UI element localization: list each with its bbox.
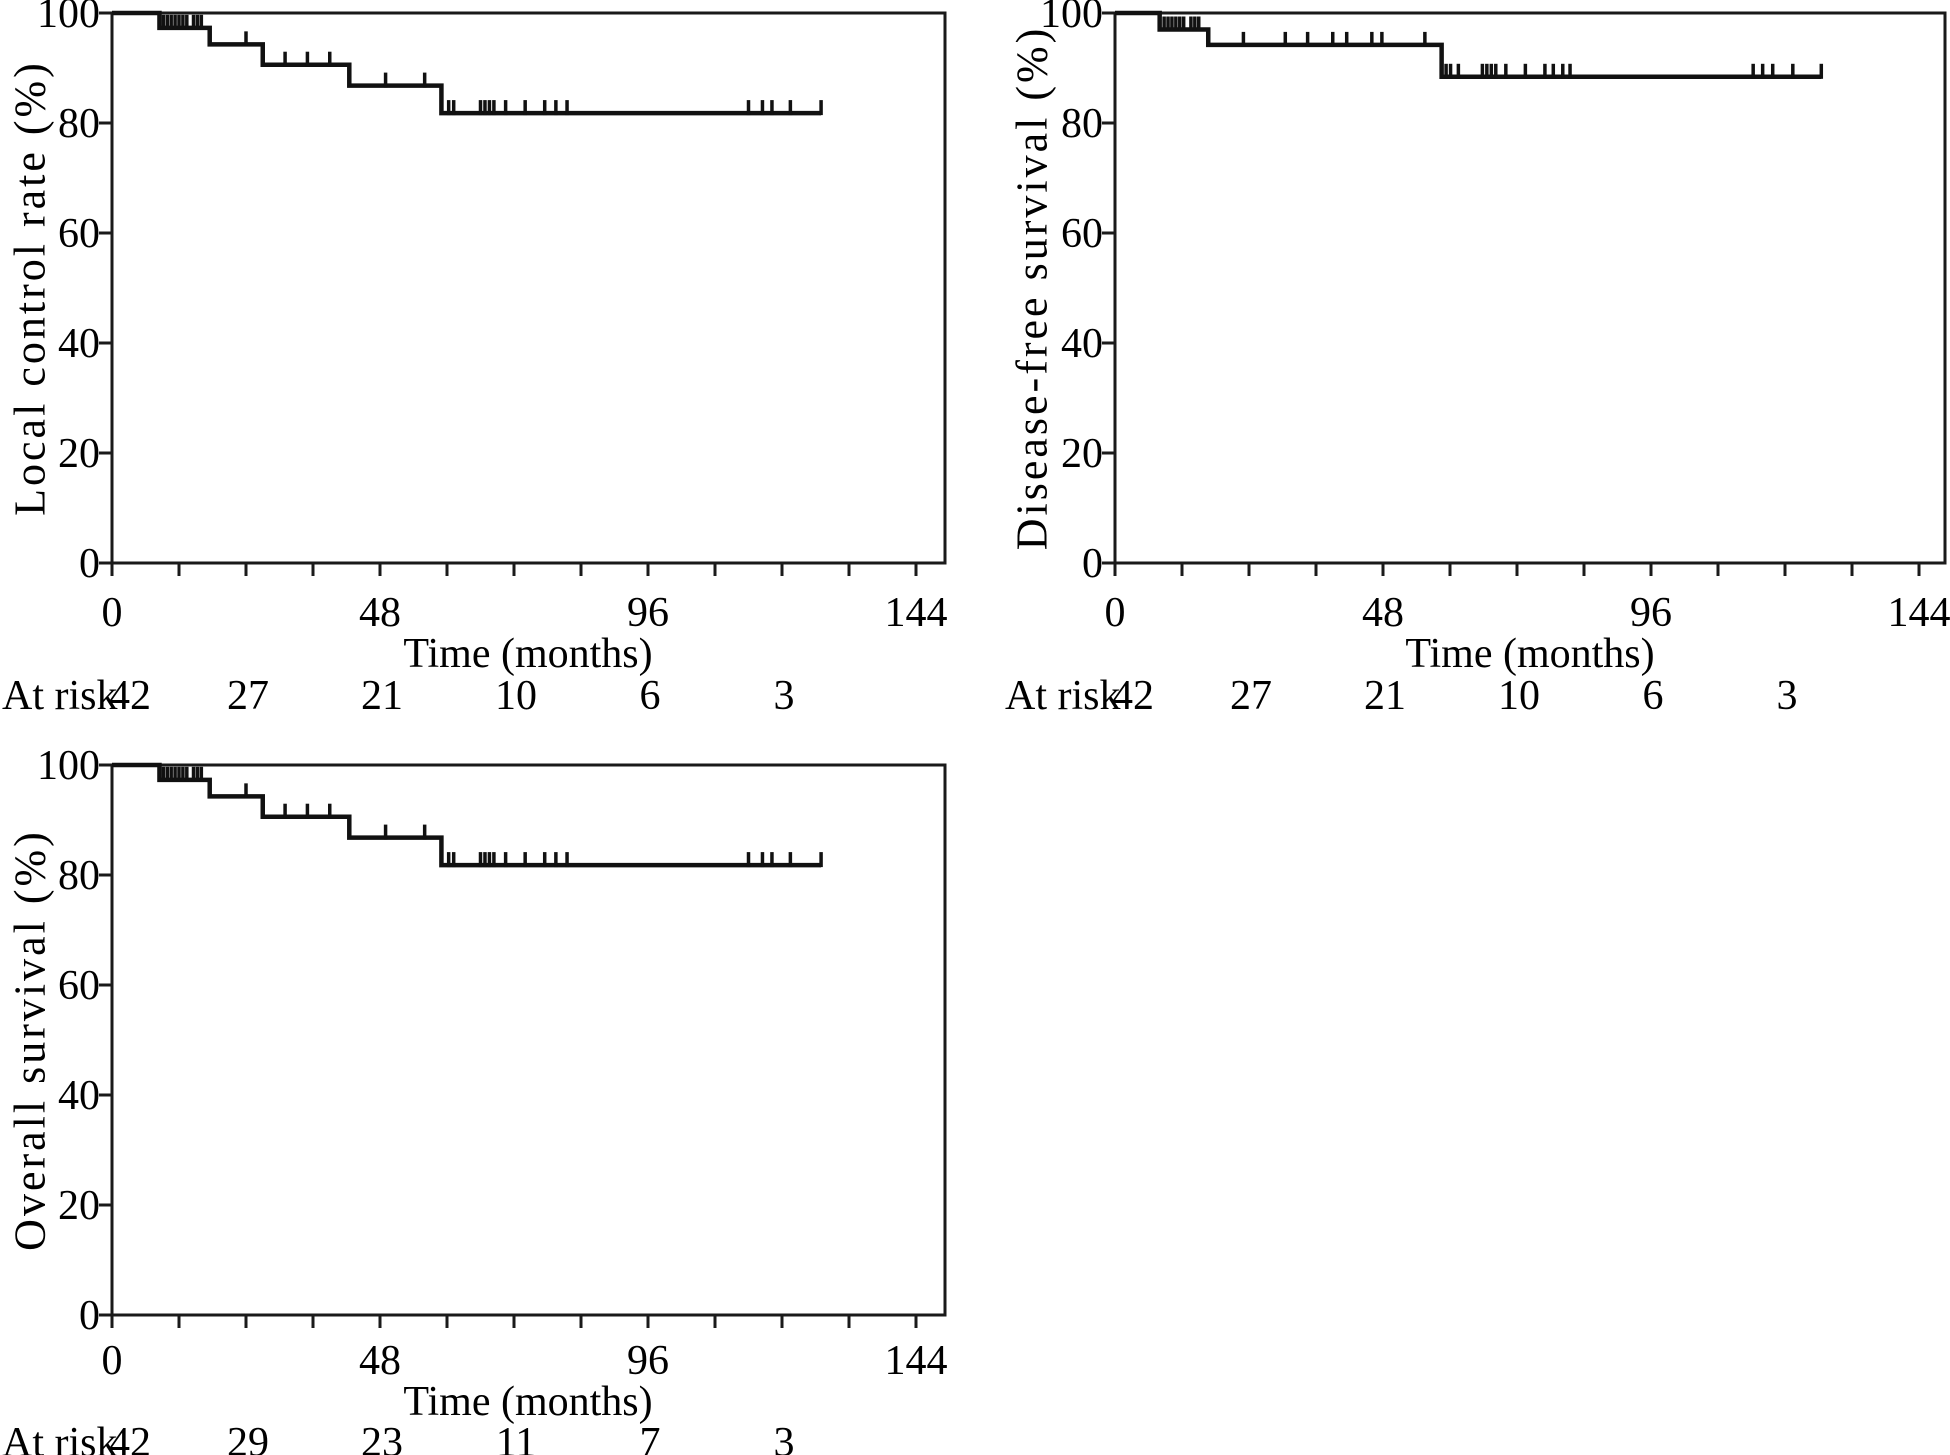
y-tick-label: 80 — [58, 101, 100, 147]
at-risk-value: 23 — [361, 1420, 403, 1455]
y-tick-label: 20 — [58, 431, 100, 477]
y-tick-label: 80 — [1061, 101, 1103, 147]
km-curve — [112, 762, 822, 868]
x-tick-label: 48 — [359, 590, 401, 636]
plot-box — [110, 11, 947, 565]
at-risk-value: 42 — [1112, 673, 1154, 719]
x-tick-label: 96 — [627, 1338, 669, 1384]
at-risk-value: 21 — [361, 673, 403, 719]
y-tick-label: 0 — [79, 541, 100, 587]
km-panel-disease-free-survival: 0 20 40 60 80 100 0 48 96 144 Time (months) Disease… — [1005, 0, 1950, 719]
at-risk-value: 27 — [1230, 673, 1272, 719]
at-risk-value: 3 — [774, 1420, 795, 1455]
y-tick-label: 40 — [58, 321, 100, 367]
km-panel-overall-survival: 0 20 40 60 80 100 0 48 96 144 Time (months) Overall… — [2, 743, 948, 1455]
x-tick-label: 0 — [102, 1338, 123, 1384]
x-axis-title: Time (months) — [403, 1379, 652, 1425]
y-tick-label: 40 — [58, 1073, 100, 1119]
y-axis-title: Overall survival (%) — [6, 829, 55, 1251]
at-risk-value: 3 — [774, 673, 795, 719]
y-tick-label: 100 — [37, 743, 100, 789]
x-tick-label: 0 — [102, 590, 123, 636]
km-curve — [1115, 10, 1822, 80]
at-risk-value: 6 — [640, 673, 661, 719]
plot-box — [110, 763, 947, 1317]
x-tick-label: 144 — [1888, 590, 1950, 636]
y-tick-label: 60 — [58, 211, 100, 257]
at-risk-label: At risk — [1005, 673, 1121, 719]
at-risk-value: 3 — [1777, 673, 1798, 719]
at-risk-value: 10 — [1498, 673, 1540, 719]
at-risk-value: 42 — [109, 1420, 151, 1455]
y-tick-label: 40 — [1061, 321, 1103, 367]
y-tick-label: 100 — [37, 0, 100, 37]
y-tick-label: 60 — [58, 963, 100, 1009]
at-risk-value: 29 — [227, 1420, 269, 1455]
km-panel-local-control: 0 20 40 60 80 100 0 48 96 144 Time (months) Local c… — [2, 0, 948, 719]
y-axis-title: Local control rate (%) — [6, 60, 55, 516]
y-tick-label: 0 — [79, 1293, 100, 1339]
km-curve — [112, 10, 822, 116]
x-tick-label: 144 — [885, 590, 948, 636]
x-tick-label: 96 — [627, 590, 669, 636]
x-axis-title: Time (months) — [403, 631, 652, 677]
at-risk-value: 42 — [109, 673, 151, 719]
at-risk-value: 6 — [1643, 673, 1664, 719]
x-tick-label: 96 — [1630, 590, 1672, 636]
at-risk-value: 7 — [640, 1420, 661, 1455]
y-axis-title: Disease-free survival (%) — [1008, 26, 1057, 551]
at-risk-label: At risk — [2, 1420, 118, 1455]
at-risk-value: 21 — [1364, 673, 1406, 719]
y-tick-label: 80 — [58, 853, 100, 899]
x-tick-label: 48 — [1362, 590, 1404, 636]
x-axis-title: Time (months) — [1405, 631, 1654, 677]
y-tick-label: 20 — [1061, 431, 1103, 477]
x-tick-label: 0 — [1105, 590, 1126, 636]
y-tick-label: 100 — [1040, 0, 1103, 37]
at-risk-value: 10 — [495, 673, 537, 719]
at-risk-value: 11 — [496, 1420, 536, 1455]
x-tick-label: 144 — [885, 1338, 948, 1384]
y-tick-label: 60 — [1061, 211, 1103, 257]
at-risk-label: At risk — [2, 673, 118, 719]
y-tick-label: 20 — [58, 1183, 100, 1229]
y-tick-label: 0 — [1082, 541, 1103, 587]
x-tick-label: 48 — [359, 1338, 401, 1384]
at-risk-value: 27 — [227, 673, 269, 719]
plot-box — [1113, 11, 1947, 565]
